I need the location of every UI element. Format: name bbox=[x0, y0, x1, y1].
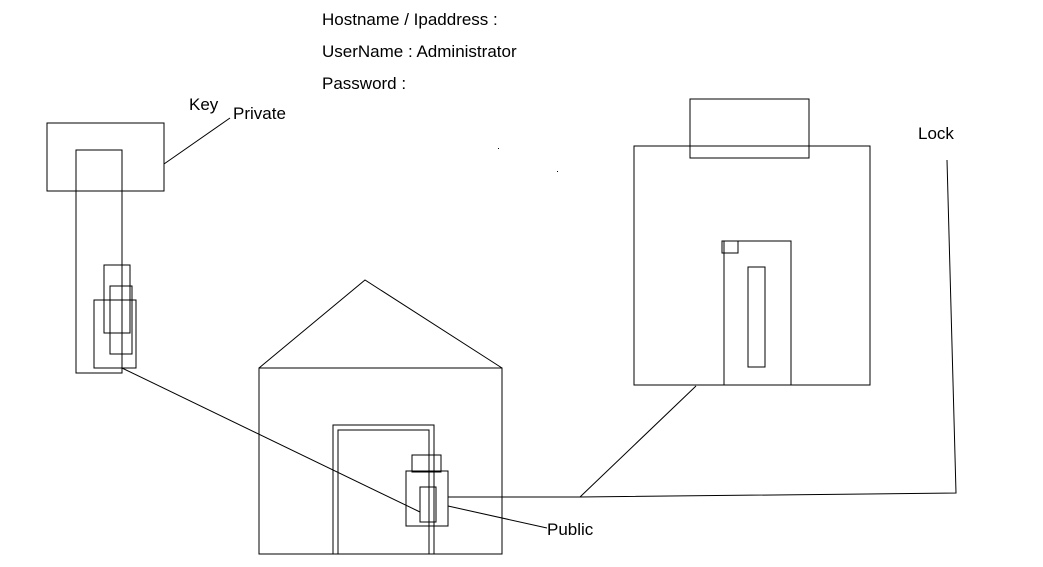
public-leader-line bbox=[447, 505, 548, 529]
cabinet-slot bbox=[747, 266, 766, 368]
lock-label: Lock bbox=[918, 124, 954, 143]
cabinet-connector-line bbox=[579, 385, 697, 498]
cabinet-door bbox=[723, 240, 792, 386]
house-door-outer bbox=[332, 424, 435, 555]
lock-body bbox=[405, 470, 449, 527]
house-drawing bbox=[258, 279, 503, 555]
private-key-drawing bbox=[46, 117, 231, 374]
cabinet-body bbox=[633, 145, 871, 386]
key-shaft bbox=[75, 149, 123, 374]
password-label: Password : bbox=[322, 74, 406, 93]
key-head bbox=[46, 122, 165, 192]
key-tooth bbox=[109, 285, 133, 355]
keyhole bbox=[419, 486, 437, 523]
username-label: UserName : Administrator bbox=[322, 42, 517, 61]
key-tooth bbox=[93, 299, 137, 369]
key-tooth bbox=[103, 264, 131, 334]
private-leader-line bbox=[163, 117, 231, 165]
house-roof bbox=[258, 279, 503, 369]
private-label: Private bbox=[233, 104, 286, 123]
house-body bbox=[258, 367, 503, 555]
cabinet-drawing bbox=[633, 98, 871, 386]
house-door-inner bbox=[337, 429, 430, 555]
cabinet-top-box bbox=[689, 98, 810, 159]
lock-shackle bbox=[411, 454, 442, 473]
hostname-label: Hostname / Ipaddress : bbox=[322, 10, 498, 29]
password-label-clip: Password : bbox=[322, 74, 406, 93]
public-label: Public bbox=[547, 520, 594, 539]
lock-leader-line bbox=[448, 159, 957, 498]
key-to-lock-line bbox=[121, 367, 421, 513]
key-label: Key bbox=[189, 95, 219, 114]
stray-dot bbox=[557, 171, 558, 172]
cabinet-small-box bbox=[721, 240, 739, 254]
stray-dot bbox=[498, 148, 499, 149]
